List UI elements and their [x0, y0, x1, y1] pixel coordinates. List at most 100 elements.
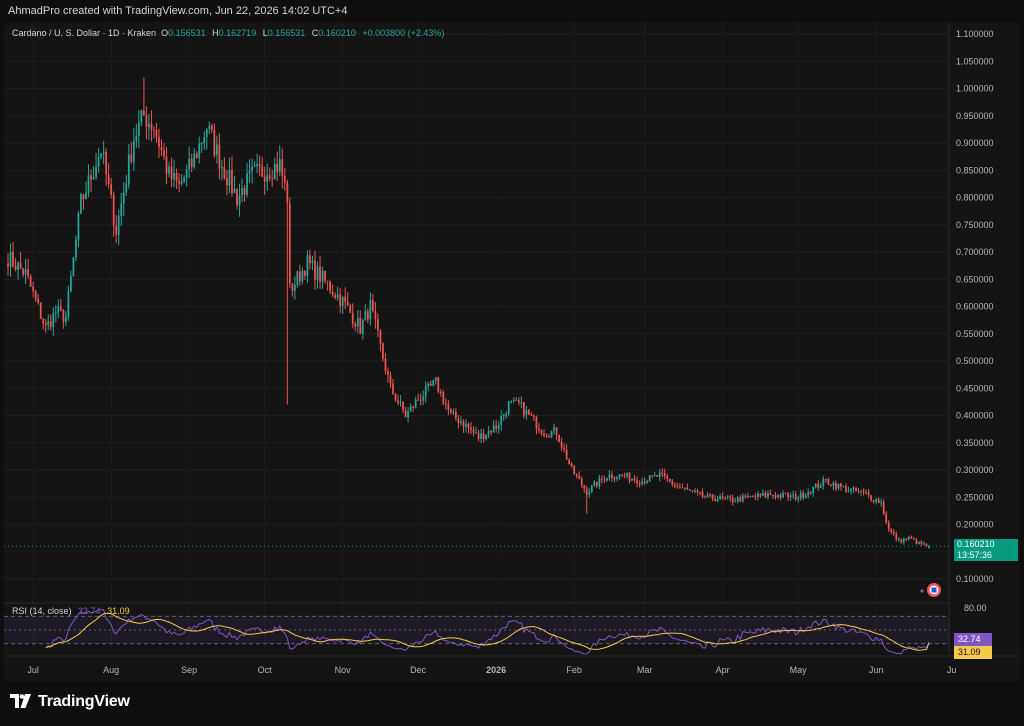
- candle-body: [663, 473, 666, 477]
- candle-body: [497, 424, 500, 429]
- candle-body: [261, 166, 264, 177]
- time-tick-label: Aug: [103, 665, 119, 675]
- candle-body: [598, 478, 601, 487]
- candle-body: [399, 402, 402, 404]
- candle-body: [387, 371, 389, 376]
- candle-body: [782, 493, 784, 498]
- candle-body: [59, 306, 62, 310]
- candle-body: [210, 125, 213, 131]
- candle-body: [902, 538, 905, 543]
- candle-body: [409, 406, 412, 411]
- candle-body: [686, 487, 689, 490]
- candle-body: [49, 321, 52, 328]
- candle-body: [37, 298, 40, 303]
- candle-body: [580, 478, 583, 486]
- candle-body: [814, 483, 817, 487]
- candle-body: [913, 538, 915, 540]
- price-tick-label: 0.900000: [956, 138, 994, 148]
- candle-body: [344, 296, 347, 302]
- candle-body: [892, 532, 895, 534]
- candle-body: [565, 449, 568, 460]
- candle-body: [278, 159, 281, 172]
- snapshot-caption: AhmadPro created with TradingView.com, J…: [8, 5, 348, 17]
- candle-body: [895, 533, 898, 540]
- candle-body: [311, 260, 314, 264]
- high-label: H: [212, 28, 219, 38]
- candle-body: [236, 189, 238, 206]
- candle-body: [346, 301, 349, 306]
- candle-body: [19, 262, 22, 269]
- candle-body: [228, 169, 231, 186]
- candle-body: [188, 158, 191, 170]
- symbol-legend[interactable]: Cardano / U. S. Dollar · 1D · Kraken O0.…: [12, 28, 448, 38]
- chart-canvas[interactable]: 1.100000 1.050000 1.000000 0.950000 0.900000…: [4, 22, 1020, 682]
- price-tick-label: 0.600000: [956, 302, 994, 312]
- candle-body: [241, 188, 243, 195]
- candle-body: [726, 496, 729, 498]
- candle-body: [218, 144, 221, 169]
- price-tick-label: 0.700000: [956, 247, 994, 257]
- candle-body: [628, 472, 631, 481]
- candle-body: [716, 499, 719, 502]
- candle-body: [47, 321, 50, 326]
- candle-body: [331, 291, 334, 295]
- candle-body: [533, 415, 535, 417]
- candle-body: [762, 493, 764, 496]
- candle-body: [351, 312, 354, 325]
- time-tick-label: Jul: [27, 665, 39, 675]
- candle-body: [528, 409, 530, 415]
- candle-body: [266, 175, 269, 182]
- price-tick-label: 0.450000: [956, 383, 994, 393]
- candle-body: [772, 494, 774, 496]
- candle-body: [613, 478, 616, 480]
- candle-body: [361, 319, 364, 334]
- candle-body: [885, 513, 888, 523]
- candle-body: [741, 495, 744, 502]
- candle-body: [95, 166, 97, 177]
- candle-body: [301, 270, 304, 282]
- flag-icon[interactable]: [917, 582, 943, 600]
- candle-body: [115, 225, 118, 235]
- candle-body: [829, 484, 832, 486]
- candle-body: [739, 497, 742, 502]
- candle-body: [764, 493, 767, 497]
- candle-body: [205, 129, 208, 138]
- candle-body: [163, 150, 165, 157]
- candle-body: [767, 493, 769, 497]
- candle-body: [82, 194, 85, 199]
- candle-body: [631, 478, 633, 481]
- rsi-ma-badge: 31.09: [954, 646, 992, 659]
- candle-body: [666, 476, 669, 479]
- candle-body: [673, 484, 676, 486]
- candle-body: [392, 383, 394, 395]
- candle-body: [709, 494, 711, 496]
- candle-body: [273, 163, 276, 180]
- tradingview-brand[interactable]: TradingView: [10, 693, 130, 711]
- candle-body: [397, 400, 399, 403]
- candle-body: [495, 425, 498, 429]
- candle-body: [223, 166, 226, 179]
- time-tick-label: Sep: [181, 665, 197, 675]
- candle-body: [799, 492, 802, 499]
- candle-body: [389, 375, 392, 384]
- candle-body: [57, 306, 60, 313]
- candle-body: [500, 415, 503, 425]
- rsi-legend[interactable]: RSI (14, close) 32.74 31.09: [12, 606, 130, 616]
- candle-body: [122, 192, 125, 204]
- candle-body: [472, 429, 475, 433]
- candle-body: [377, 319, 379, 331]
- candle-body: [925, 543, 928, 546]
- close-value: 0.160210: [318, 28, 356, 38]
- candle-body: [296, 271, 299, 285]
- candle-body: [215, 144, 218, 156]
- candle-body: [384, 358, 387, 372]
- candle-body: [779, 494, 782, 498]
- candle-body: [852, 487, 855, 489]
- price-tick-label: 1.050000: [956, 56, 994, 66]
- candle-body: [704, 496, 706, 498]
- candle-body: [777, 494, 779, 498]
- candle-body: [87, 174, 90, 193]
- candle-body: [535, 416, 538, 429]
- candle-body: [522, 402, 525, 416]
- candle-body: [792, 494, 794, 496]
